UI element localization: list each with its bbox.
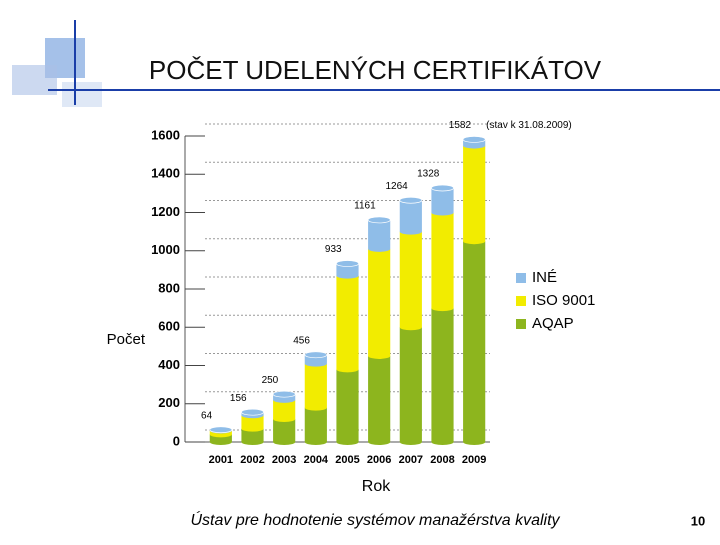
legend-swatch — [516, 273, 526, 283]
bar-cap — [367, 216, 391, 224]
bar-segment — [241, 428, 264, 445]
y-tick-label: 400 — [158, 357, 180, 372]
bar-segment — [209, 434, 232, 445]
y-tick-label: 1000 — [151, 242, 180, 257]
y-tick-label: 200 — [158, 395, 180, 410]
bar-segment — [273, 399, 296, 423]
bar-cap — [241, 408, 264, 416]
bar-cap — [209, 426, 233, 434]
bar-segment — [368, 219, 391, 252]
bar-segment — [399, 231, 422, 331]
bar-cap — [431, 184, 454, 192]
x-tick-label: 2006 — [367, 454, 391, 466]
total-label: 933 — [325, 244, 342, 255]
x-tick-label: 2004 — [304, 454, 329, 466]
x-axis-title: Rok — [362, 478, 391, 495]
y-tick-label: 1600 — [151, 127, 180, 142]
total-label: 250 — [262, 375, 279, 386]
y-tick-label: 800 — [158, 280, 180, 295]
bar-cap — [272, 390, 296, 398]
annotation: (stav k 31.08.2009) — [486, 120, 572, 131]
bar-segment — [241, 415, 264, 432]
bar-segment — [399, 200, 422, 235]
bar-segment — [368, 248, 391, 359]
x-tick-label: 2007 — [399, 454, 423, 466]
x-tick-label: 2005 — [335, 454, 359, 466]
y-tick-label: 600 — [158, 319, 180, 334]
bar-cap — [304, 351, 328, 359]
bar-segment — [304, 363, 327, 411]
title: POČET UDELENÝCH CERTIFIKÁTOV — [149, 55, 602, 85]
x-tick-label: 2009 — [462, 454, 486, 466]
total-label: 1161 — [354, 201, 376, 212]
total-label: 1264 — [385, 181, 408, 192]
legend-swatch — [516, 319, 526, 329]
bar-segment — [463, 241, 486, 446]
legend-label: ISO 9001 — [532, 292, 595, 309]
bar-segment — [304, 407, 327, 446]
bar-segment — [273, 419, 296, 445]
x-tick-label: 2003 — [272, 454, 296, 466]
y-tick-label: 1200 — [151, 204, 180, 219]
page-number: 10 — [691, 513, 705, 528]
bar-segment — [336, 263, 359, 279]
bar-segment — [336, 275, 359, 373]
legend-label: INÉ — [532, 269, 557, 286]
x-tick-label: 2001 — [209, 454, 233, 466]
bar-segment — [336, 369, 359, 445]
legend-label: AQAP — [532, 315, 574, 332]
y-tick-label: 1400 — [151, 166, 180, 181]
bar-segment — [399, 327, 422, 445]
total-label: 64 — [201, 410, 213, 421]
bar-segment — [463, 145, 486, 245]
y-tick-label: 0 — [173, 433, 180, 448]
plot: 0 200 400 600 800 1000 1200 1400 1600 2001 64 2002 1… — [151, 120, 595, 466]
y-axis-title: Počet — [107, 331, 146, 348]
bar-segment — [431, 308, 454, 445]
bar-cap — [399, 196, 423, 204]
x-tick-label: 2002 — [240, 454, 264, 466]
bar-segment — [368, 355, 391, 446]
total-label: 1582 — [449, 120, 472, 131]
bar-segment — [431, 212, 454, 312]
x-tick-label: 2008 — [430, 454, 454, 466]
bar-cap — [462, 136, 486, 143]
bar-segment — [431, 188, 454, 216]
bar-cap — [336, 260, 359, 267]
total-label: 1328 — [417, 169, 440, 180]
legend-swatch — [516, 296, 526, 306]
decoration — [62, 82, 102, 107]
total-label: 456 — [293, 335, 310, 346]
total-label: 156 — [230, 393, 247, 404]
footer: Ústav pre hodnotenie systémov manažérstv… — [190, 510, 560, 529]
